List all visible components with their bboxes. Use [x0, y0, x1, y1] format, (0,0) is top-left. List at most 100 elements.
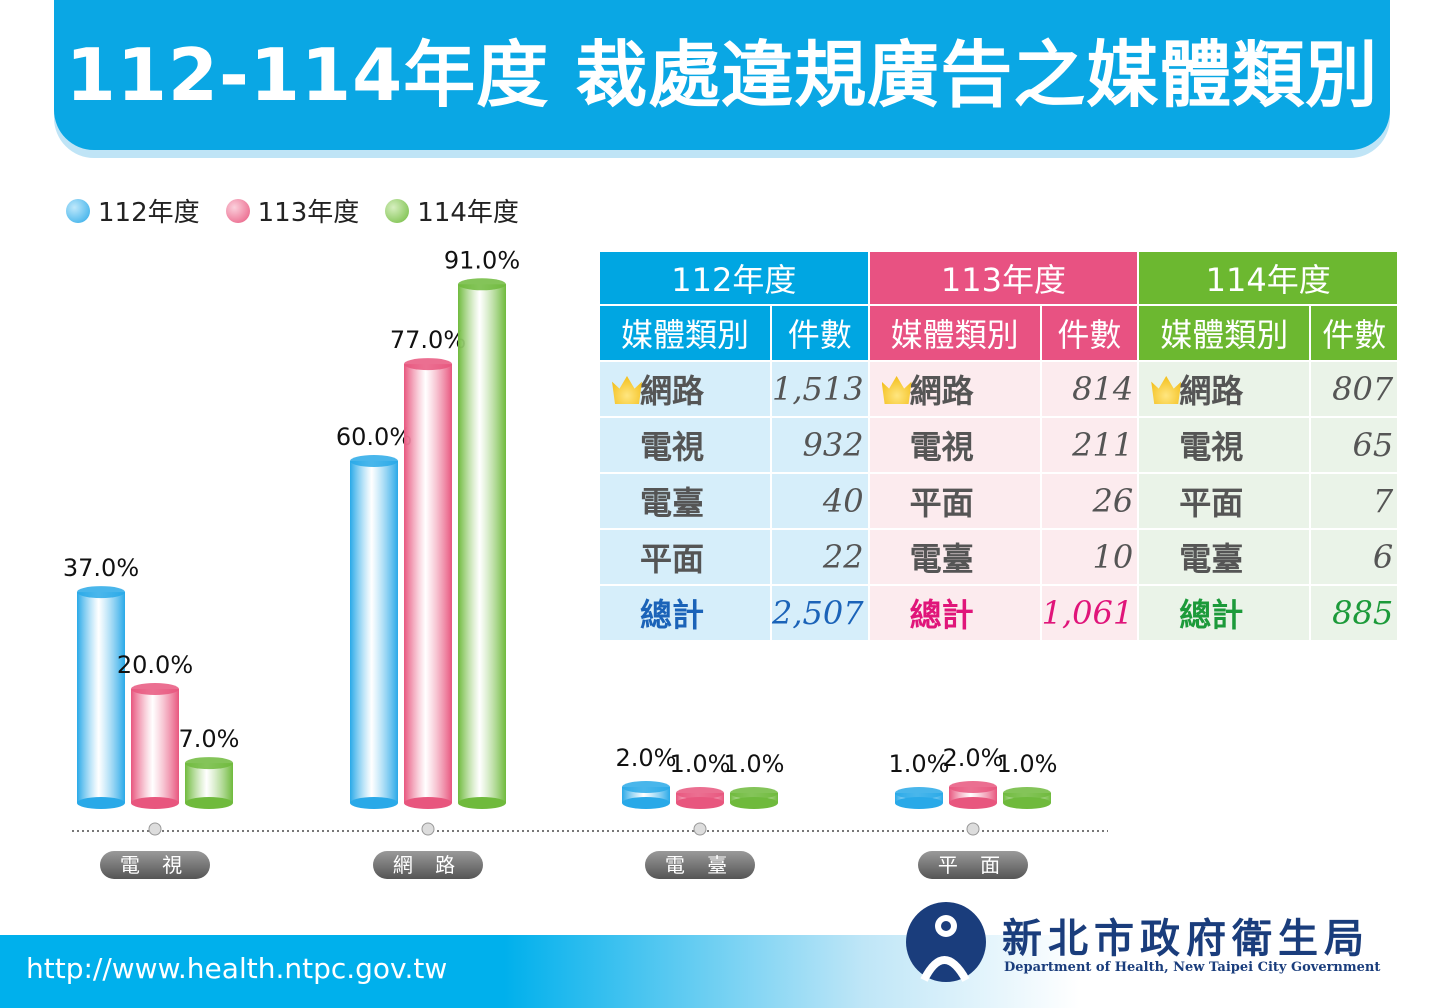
bar-base	[676, 797, 724, 809]
bar	[185, 763, 233, 803]
total-count: 2,507	[772, 586, 868, 642]
media-type: 網路	[1179, 372, 1244, 410]
data-label: 91.0%	[444, 246, 520, 274]
count-cell: 22	[772, 530, 868, 586]
bar-base	[185, 797, 233, 809]
bar	[404, 364, 452, 803]
bar	[77, 592, 125, 803]
data-label: 1.0%	[997, 750, 1058, 778]
media-type-cell: 電視	[600, 418, 770, 474]
legend-item-114: 114年度	[385, 192, 519, 229]
legend-item-112: 112年度	[66, 192, 200, 229]
data-label: 1.0%	[670, 750, 731, 778]
media-type-cell: 平面	[1139, 474, 1310, 530]
legend: 112年度 113年度 114年度	[66, 192, 519, 229]
title-banner: 112-114年度 裁處違規廣告之媒體類別	[54, 0, 1390, 150]
legend-dot-113	[225, 198, 250, 223]
bar-base	[77, 797, 125, 809]
column-header-count: 件數	[1041, 306, 1138, 362]
category-label: 網 路	[373, 851, 483, 879]
media-type-cell: 平面	[869, 474, 1040, 530]
category-label: 平 面	[918, 851, 1028, 879]
legend-item-113: 113年度	[225, 192, 360, 229]
column-header-media: 媒體類別	[600, 306, 770, 362]
crown-icon	[1151, 376, 1182, 404]
bar-base	[730, 797, 778, 809]
axis-tick	[148, 822, 162, 836]
count-cell: 1,513	[772, 362, 868, 418]
total-count: 1,061	[1041, 586, 1138, 642]
count-cell: 211	[1041, 418, 1138, 474]
bar-top	[185, 757, 233, 770]
bar-top	[350, 455, 398, 467]
organization-name-english: Department of Health, New Taipei City Go…	[1004, 960, 1381, 975]
legend-label: 114年度	[417, 198, 519, 228]
media-type: 電臺	[640, 484, 705, 522]
bar-top	[949, 781, 997, 793]
total-label: 總計	[869, 586, 1040, 642]
crown-icon	[612, 376, 642, 404]
media-type-cell: 電臺	[600, 474, 770, 530]
year-header: 113年度	[869, 252, 1138, 306]
data-label: 37.0%	[63, 554, 139, 582]
media-type-cell: 電視	[1139, 418, 1310, 474]
bar-top	[1003, 787, 1051, 799]
bar-base	[404, 797, 452, 809]
media-type: 電臺	[909, 540, 974, 578]
data-label: 20.0%	[117, 651, 193, 679]
media-type: 平面	[1179, 484, 1244, 522]
legend-label: 113年度	[257, 198, 360, 228]
media-type-cell: 網路	[869, 362, 1040, 418]
media-type: 電視	[1179, 428, 1244, 466]
bar-base	[131, 797, 179, 809]
data-label: 60.0%	[336, 423, 412, 451]
bar	[350, 461, 398, 803]
bar-base	[949, 797, 997, 809]
count-cell: 6	[1311, 530, 1398, 586]
bar-top	[458, 278, 506, 291]
website-link[interactable]: http://www.health.ntpc.gov.tw	[26, 952, 448, 985]
count-cell: 65	[1311, 418, 1398, 474]
count-cell: 10	[1041, 530, 1138, 586]
bar-base	[458, 797, 506, 809]
bar-top	[730, 787, 778, 799]
bar-top	[895, 787, 943, 799]
count-cell: 40	[772, 474, 868, 530]
column-header-count: 件數	[1311, 306, 1398, 362]
axis-tick	[421, 822, 435, 836]
footer-band	[0, 935, 1440, 1008]
category-label: 電 視	[100, 851, 210, 879]
total-count: 885	[1311, 586, 1398, 642]
case-count-table: 112年度 113年度 114年度 媒體類別 件數 媒體類別 件數 媒體類別 件數 網路 1,5…	[598, 252, 1399, 642]
year-header: 112年度	[600, 252, 868, 306]
legend-dot-114	[385, 198, 410, 223]
organization-name: 新北市政府衛生局	[1002, 916, 1370, 962]
count-cell: 807	[1311, 362, 1398, 418]
bar	[458, 284, 506, 803]
axis-tick	[693, 822, 707, 836]
media-type: 平面	[640, 540, 705, 578]
bar-base	[1003, 797, 1051, 809]
bar-top	[131, 683, 179, 695]
media-type: 電視	[640, 428, 705, 466]
data-label: 2.0%	[616, 744, 677, 772]
bar-base	[895, 797, 943, 809]
data-label: 1.0%	[889, 750, 950, 778]
media-type: 網路	[640, 372, 705, 410]
count-cell: 26	[1041, 474, 1138, 530]
media-type-cell: 電臺	[869, 530, 1040, 586]
media-type: 電視	[909, 428, 974, 466]
column-header-media: 媒體類別	[1139, 306, 1310, 362]
media-type-cell: 電臺	[1139, 530, 1310, 586]
bar-top	[622, 781, 670, 793]
media-type-cell: 網路	[1139, 362, 1310, 418]
crown-icon	[881, 376, 912, 404]
data-label: 7.0%	[179, 725, 240, 753]
bar-top	[404, 358, 452, 371]
column-header-media: 媒體類別	[869, 306, 1040, 362]
media-type-cell: 電視	[869, 418, 1040, 474]
media-type-cell: 平面	[600, 530, 770, 586]
media-type: 網路	[909, 372, 974, 410]
media-type: 電臺	[1179, 540, 1244, 578]
